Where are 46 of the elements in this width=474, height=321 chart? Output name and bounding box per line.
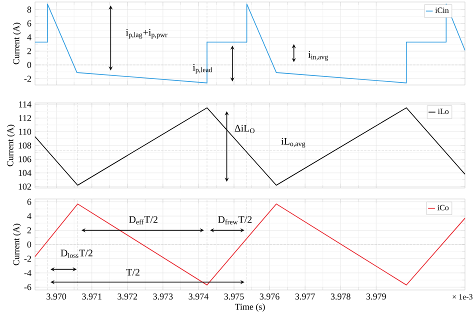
x-tick-label: 3.970 (46, 294, 66, 300)
x-tick-label: 3.978 (330, 294, 350, 300)
y-tick-label: 102 (18, 184, 31, 190)
y-tick-label: 4 (27, 34, 32, 40)
y-tick-label: 0 (27, 241, 32, 248)
y-axis-title: Current (A) (12, 22, 22, 64)
y-tick-label: -2 (24, 256, 31, 262)
y-tick-label: 4 (27, 213, 32, 220)
y-tick-label: 2 (27, 48, 31, 54)
annotation: i$_{p,lag}$+i$_{p,pwr}$ (126, 28, 168, 39)
y-tick-label: 0 (27, 62, 32, 68)
y-tick-label: -6 (24, 284, 32, 290)
legend-label: iCin (435, 8, 449, 14)
legend-label: iLo (438, 108, 449, 114)
x-tick-label: 3.971 (82, 294, 102, 300)
annotation: i$_{in,avg}$ (308, 51, 328, 61)
y-tick-label: 108 (18, 142, 32, 149)
x-axis-title: Time (s) (234, 304, 265, 312)
y-axis-title: Current (A) (6, 124, 16, 166)
annotation: T/2 (126, 268, 140, 276)
y-axis-title: Current (A) (12, 224, 22, 266)
y-tick-label: 112 (19, 115, 31, 122)
x-tick-label: 3.976 (260, 294, 280, 300)
y-tick-label: 104 (18, 170, 32, 176)
y-tick-label: 8 (27, 6, 32, 13)
x-tick-label: 3.973 (153, 294, 173, 300)
y-tick-label: -2 (24, 76, 31, 82)
legend-label: iCo (438, 204, 449, 210)
y-tick-label: 114 (19, 101, 32, 108)
x-tick-label: 3.979 (366, 294, 386, 300)
x-tick-label: 3.975 (224, 294, 244, 300)
y-tick-label: -4 (24, 270, 32, 276)
x-tick-label: 3.977 (295, 294, 315, 300)
annotation: D$_{eff}$T/2 (129, 216, 158, 224)
x-tick-label: 3.972 (118, 294, 138, 300)
annotation: D$_{frew}$T/2 (218, 216, 252, 224)
annotation: D$_{loss}$T/2 (60, 250, 92, 258)
x-tick-label: 3.974 (188, 294, 208, 300)
y-tick-label: 2 (27, 227, 31, 234)
y-tick-label: 110 (19, 128, 32, 135)
annotation: ΔiL$_{O}$ (234, 124, 254, 134)
y-tick-label: 6 (27, 20, 32, 26)
text: × 1e-3 (452, 294, 472, 300)
y-tick-label: 106 (18, 156, 32, 162)
y-tick-label: 6 (27, 198, 32, 205)
annotation: iL$_{o,avg}$ (281, 138, 306, 148)
